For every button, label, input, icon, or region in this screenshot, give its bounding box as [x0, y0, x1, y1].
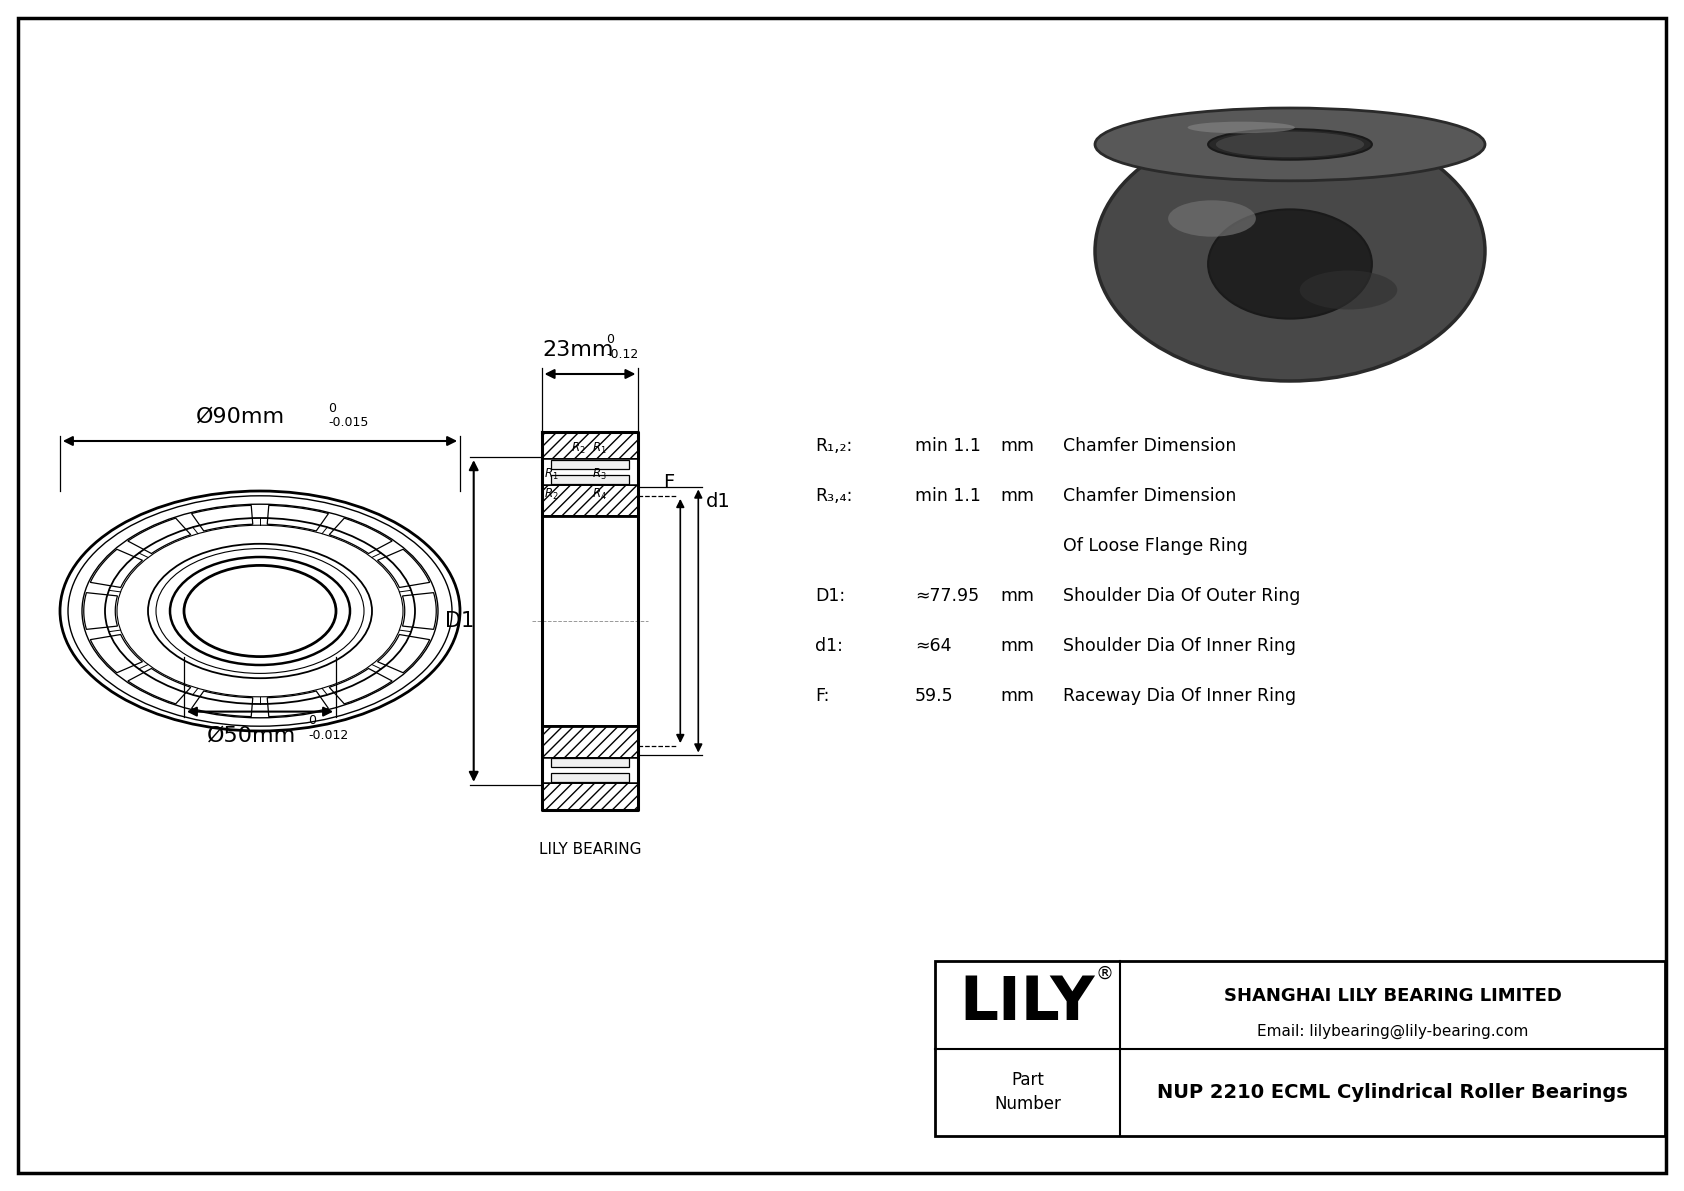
Text: D1:: D1: [815, 587, 845, 605]
Text: $R_4$: $R_4$ [593, 486, 606, 501]
Bar [542, 432, 638, 461]
Text: Chamfer Dimension: Chamfer Dimension [1063, 487, 1236, 505]
Text: $R_2$: $R_2$ [544, 486, 559, 501]
Text: ≈64: ≈64 [914, 637, 951, 655]
Text: F: F [663, 473, 674, 492]
Text: mm: mm [1000, 637, 1034, 655]
Text: NUP 2210 ECML Cylindrical Roller Bearings: NUP 2210 ECML Cylindrical Roller Bearing… [1157, 1083, 1628, 1102]
Text: min 1.1: min 1.1 [914, 487, 980, 505]
Bar [542, 460, 556, 485]
Bar [542, 782, 638, 810]
Text: mm: mm [1000, 687, 1034, 705]
Text: -0.015: -0.015 [328, 416, 369, 429]
Text: Part
Number: Part Number [994, 1072, 1061, 1114]
Text: 0: 0 [308, 713, 317, 727]
Bar [623, 460, 638, 485]
Text: 0: 0 [606, 333, 615, 347]
Ellipse shape [1095, 108, 1485, 181]
Ellipse shape [1300, 270, 1398, 310]
Text: $R_1$: $R_1$ [593, 441, 606, 456]
Bar [542, 780, 638, 810]
Bar [542, 757, 638, 782]
Text: ®: ® [1095, 965, 1113, 983]
Bar [542, 460, 638, 485]
Text: 23mm: 23mm [542, 339, 613, 360]
Bar [935, 961, 1665, 1136]
Text: mm: mm [1000, 437, 1034, 455]
Text: Ø50mm: Ø50mm [207, 725, 296, 746]
Text: mm: mm [1000, 487, 1034, 505]
Text: Shoulder Dia Of Outer Ring: Shoulder Dia Of Outer Ring [1063, 587, 1300, 605]
Bar [551, 773, 628, 782]
Text: ≈77.95: ≈77.95 [914, 587, 978, 605]
Bar [623, 757, 638, 782]
Bar [551, 475, 628, 485]
Text: Of Loose Flange Ring: Of Loose Flange Ring [1063, 537, 1248, 555]
Text: -0.12: -0.12 [606, 348, 638, 361]
Text: -0.012: -0.012 [308, 729, 349, 742]
Bar [542, 432, 638, 460]
Ellipse shape [1216, 132, 1364, 157]
Text: F:: F: [815, 687, 830, 705]
Text: 0: 0 [328, 403, 337, 414]
Text: $R_1$: $R_1$ [544, 467, 559, 481]
Text: mm: mm [1000, 587, 1034, 605]
Bar [542, 485, 638, 516]
Text: 59.5: 59.5 [914, 687, 953, 705]
Bar [542, 757, 556, 782]
Text: LILY BEARING: LILY BEARING [539, 842, 642, 858]
Bar [551, 757, 628, 767]
Text: LILY: LILY [960, 973, 1095, 1033]
Ellipse shape [1095, 121, 1485, 381]
Ellipse shape [1169, 200, 1256, 237]
Text: Raceway Dia Of Inner Ring: Raceway Dia Of Inner Ring [1063, 687, 1297, 705]
Text: min 1.1: min 1.1 [914, 437, 980, 455]
Text: Email: lilybearing@lily-bearing.com: Email: lilybearing@lily-bearing.com [1256, 1023, 1527, 1039]
Text: SHANGHAI LILY BEARING LIMITED: SHANGHAI LILY BEARING LIMITED [1224, 987, 1561, 1005]
Text: $R_3$: $R_3$ [593, 467, 606, 481]
Text: D1: D1 [445, 611, 475, 631]
Ellipse shape [1187, 121, 1295, 133]
Bar [542, 495, 638, 516]
Text: $R_2$: $R_2$ [571, 441, 586, 456]
Text: R₃,₄:: R₃,₄: [815, 487, 852, 505]
Text: Shoulder Dia Of Inner Ring: Shoulder Dia Of Inner Ring [1063, 637, 1297, 655]
Text: Chamfer Dimension: Chamfer Dimension [1063, 437, 1236, 455]
Ellipse shape [1207, 210, 1372, 319]
Text: Ø90mm: Ø90mm [195, 407, 285, 428]
Text: R₁,₂:: R₁,₂: [815, 437, 852, 455]
Text: d1: d1 [706, 492, 731, 511]
Bar [542, 727, 638, 757]
Bar [551, 460, 628, 469]
Ellipse shape [1207, 129, 1372, 160]
Text: d1:: d1: [815, 637, 844, 655]
